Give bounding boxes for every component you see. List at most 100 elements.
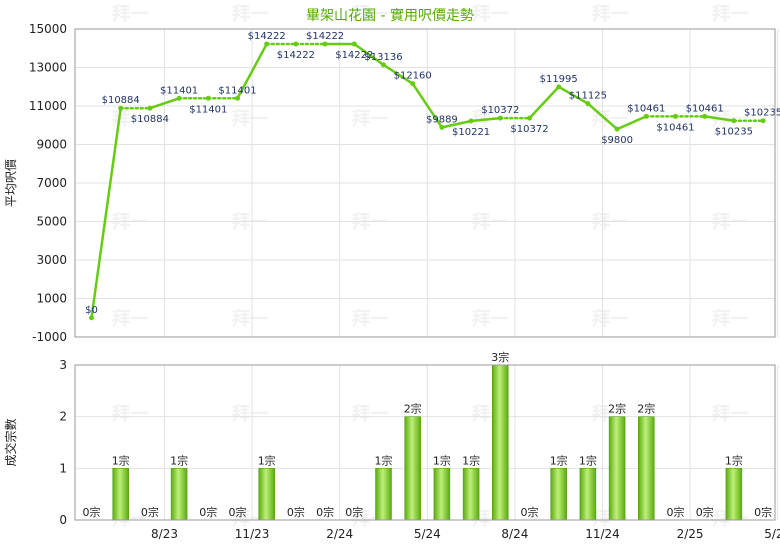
price-y-tick-label: 1000	[36, 292, 67, 306]
price-data-label: $14222	[306, 31, 344, 42]
transaction-data-label: 0宗	[696, 505, 714, 519]
watermark-text: 拜一	[712, 3, 748, 25]
price-point	[439, 124, 445, 130]
transaction-bar	[404, 416, 421, 521]
price-data-label: $10372	[510, 124, 548, 135]
watermark-text: 拜一	[232, 308, 268, 330]
transaction-bar	[725, 468, 743, 521]
price-data-label: $10461	[686, 103, 724, 114]
watermark-text: 拜一	[232, 3, 268, 25]
transaction-data-label: 2宗	[608, 402, 626, 416]
price-data-label: $12160	[394, 71, 432, 82]
bars-y-tick-label: 2	[59, 410, 67, 424]
x-tick-label: 2/25	[677, 527, 704, 541]
price-line-segment	[615, 115, 648, 131]
x-tick-label: 8/23	[151, 527, 178, 541]
price-data-label: $13136	[364, 52, 402, 63]
price-data-label: $14222	[248, 31, 286, 42]
bars-y-tick-label: 0	[59, 513, 67, 527]
transaction-data-label: 2宗	[404, 402, 422, 416]
price-line-segment	[90, 106, 122, 319]
transaction-data-label: 1宗	[550, 453, 568, 467]
price-point	[176, 95, 182, 101]
x-tick-label: 8/24	[501, 527, 528, 541]
price-data-label: $9800	[601, 135, 633, 146]
transaction-data-label: 0宗	[754, 505, 772, 519]
transaction-data-label: 0宗	[199, 505, 217, 519]
price-data-label: $10884	[102, 95, 140, 106]
watermark-text: 拜一	[712, 403, 748, 425]
transaction-data-label: 0宗	[667, 505, 685, 519]
transaction-data-label: 0宗	[83, 505, 101, 519]
price-point	[731, 118, 737, 124]
price-y-tick-label: 3000	[36, 253, 67, 267]
price-point	[497, 115, 503, 121]
bars-plot-frame	[74, 364, 776, 521]
price-line-segment	[528, 85, 560, 120]
transaction-data-label: 1宗	[112, 453, 130, 467]
transaction-bar	[492, 364, 509, 521]
watermark-text: 拜一	[112, 403, 148, 425]
price-line-segment	[440, 119, 473, 129]
watermark-text: 拜一	[112, 308, 148, 330]
price-line-segment	[469, 116, 502, 123]
x-tick-label: 11/24	[585, 527, 620, 541]
price-point	[89, 315, 94, 321]
transaction-data-label: 1宗	[462, 453, 480, 467]
price-data-label: $11401	[218, 85, 256, 96]
price-point	[760, 118, 766, 124]
price-line-segment	[382, 63, 414, 85]
price-point	[468, 118, 474, 124]
price-y-tick-label: 13000	[29, 61, 67, 75]
transaction-data-label: 0宗	[521, 505, 539, 519]
transaction-data-label: 1宗	[725, 453, 743, 467]
price-data-label: $10235	[715, 127, 753, 138]
price-data-label: $10461	[656, 122, 694, 133]
price-line-series: $0$10884$10884$11401$11401$11401$14222$1…	[85, 31, 780, 321]
price-point	[235, 95, 240, 101]
transaction-data-label: 0宗	[345, 505, 363, 519]
transaction-bar	[112, 468, 129, 521]
watermark-text: 拜一	[352, 108, 388, 130]
price-point	[293, 41, 299, 47]
price-y-tick-label: -1000	[32, 330, 67, 344]
watermark-text: 拜一	[232, 403, 268, 425]
axes: 8/23 11/23 2/24 5/24 8/24 11/24 2/25 5/25 -1000 1…	[29, 22, 780, 541]
transaction-bar	[608, 416, 626, 521]
watermark-text: 拜一	[352, 3, 388, 25]
x-tick-label: 11/23	[235, 527, 270, 541]
price-point	[643, 113, 649, 119]
price-point	[322, 41, 328, 47]
transaction-bar	[550, 468, 567, 521]
price-point	[702, 113, 708, 119]
transaction-bar	[433, 468, 451, 521]
transactions-y-axis-label: 成交宗數	[3, 418, 18, 466]
price-data-label: $10461	[627, 103, 665, 114]
price-y-tick-label: 5000	[36, 215, 67, 229]
price-data-label: $9889	[426, 114, 458, 125]
price-line-segment	[148, 97, 181, 110]
price-point	[147, 105, 153, 111]
transaction-data-label: 1宗	[433, 453, 451, 467]
price-data-label: $14222	[277, 50, 315, 61]
price-line-segment	[586, 102, 619, 131]
price-line-segment	[557, 85, 590, 105]
price-data-label: $11125	[569, 91, 607, 102]
watermark-text: 拜一	[472, 3, 508, 25]
price-point	[205, 95, 211, 101]
price-point	[556, 84, 562, 90]
transaction-bar	[170, 468, 188, 521]
transaction-bar	[638, 416, 655, 521]
price-y-tick-label: 15000	[29, 22, 67, 36]
transaction-data-label: 0宗	[141, 505, 159, 519]
price-point	[118, 105, 124, 111]
price-line-segment	[236, 42, 268, 100]
transaction-data-label: 0宗	[229, 505, 247, 519]
transaction-data-label: 1宗	[258, 453, 276, 467]
x-tick-label: 2/24	[326, 527, 353, 541]
watermark-text: 拜一	[712, 308, 748, 330]
watermark-text: 拜一	[232, 108, 268, 130]
watermark-text: 拜一	[352, 403, 388, 425]
price-point	[673, 113, 678, 119]
